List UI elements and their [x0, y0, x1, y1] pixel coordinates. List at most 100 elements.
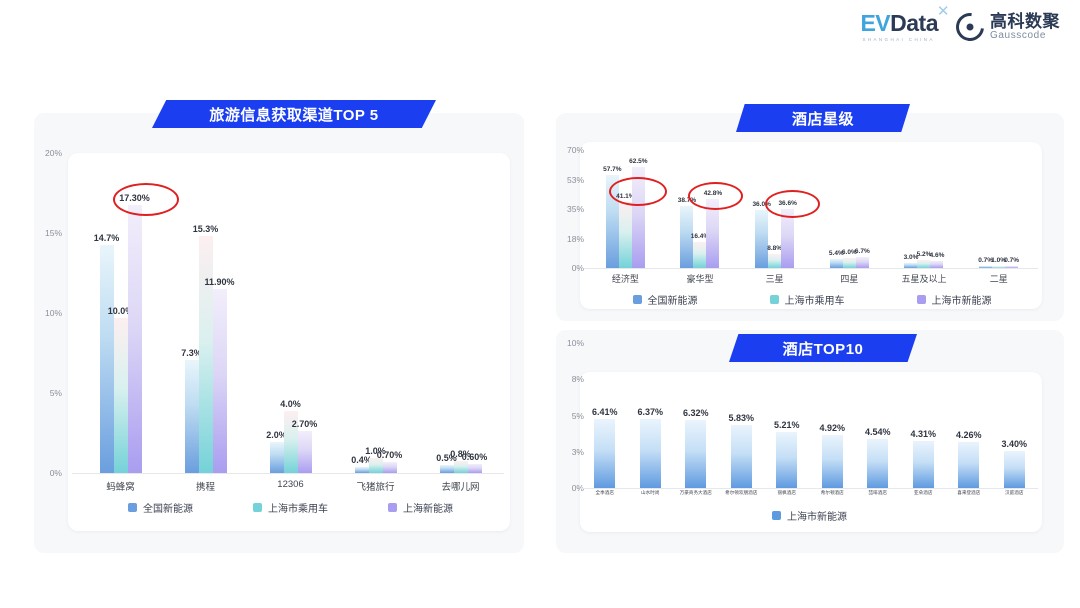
legend-item[interactable]: 上海市乘用车	[253, 500, 328, 515]
bar[interactable]: 0.60%	[462, 452, 487, 473]
x-tick: 喆啡酒店	[868, 490, 887, 495]
bar-group: 5.83%	[719, 380, 765, 488]
bar[interactable]: 14.7%	[94, 233, 119, 473]
legend-item[interactable]: 全国新能源	[128, 500, 193, 515]
y-tick: 5%	[49, 388, 62, 398]
bar[interactable]: 0.4%	[351, 455, 372, 473]
bar[interactable]: 38.7%	[678, 197, 696, 268]
bar-value-label: 6.7%	[854, 248, 870, 256]
chart-title-hotel-star: 酒店星级	[736, 104, 910, 132]
bar[interactable]: 4.92%	[819, 423, 845, 488]
bar[interactable]: 42.8%	[704, 190, 722, 268]
bar[interactable]: 6.32%	[683, 408, 709, 488]
bar-value-label: 36.0%	[752, 200, 771, 208]
bar-group: 3.0% 5.2% 4.6%	[887, 155, 962, 268]
y-tick: 0%	[571, 483, 584, 493]
y-tick: 70%	[566, 145, 584, 155]
bar[interactable]: 5.83%	[728, 413, 754, 488]
bar-value-label: 36.6%	[778, 199, 797, 207]
bar[interactable]: 0.8%	[450, 449, 471, 473]
bar-group: 7.3% 15.3% 11.90%	[163, 163, 248, 473]
bar-value-label: 0.4%	[351, 454, 372, 465]
bar[interactable]: 4.26%	[956, 430, 982, 488]
bar[interactable]: 8.8%	[767, 245, 782, 268]
bar[interactable]: 1.0%	[365, 446, 386, 473]
y-tick: 3%	[571, 446, 584, 457]
bar[interactable]: 4.54%	[865, 427, 891, 488]
bar-group: 4.31%	[901, 380, 947, 488]
bar[interactable]: 4.6%	[930, 252, 944, 268]
legend-swatch-icon	[632, 295, 642, 304]
bar[interactable]: 0.7%	[978, 257, 993, 268]
bar[interactable]: 11.90%	[204, 277, 235, 473]
bar[interactable]: 6.41%	[592, 407, 618, 488]
y-tick: 20%	[44, 148, 62, 158]
legend-label: 上海市乘用车	[268, 504, 328, 515]
bar-value-label: 5.21%	[773, 419, 800, 430]
legend-item[interactable]: 上海市新能源	[772, 508, 847, 523]
legend-label: 上海市新能源	[931, 296, 992, 307]
bar[interactable]: 15.3%	[193, 224, 218, 473]
bar-value-label: 41.1%	[616, 192, 635, 200]
evdata-logo: EVData ✕ SHANGHAI CHINA	[860, 4, 949, 43]
bar[interactable]: 6.37%	[637, 407, 663, 488]
y-tick: 35%	[566, 204, 584, 214]
bar[interactable]: 4.31%	[910, 429, 936, 488]
bar[interactable]: 5.21%	[774, 420, 800, 488]
x-tick: 经济型	[611, 274, 639, 284]
bar[interactable]: 6.7%	[855, 248, 870, 268]
bar[interactable]: 36.6%	[778, 200, 797, 268]
bar[interactable]: 62.5%	[629, 158, 648, 268]
bar-value-label: 57.7%	[603, 165, 622, 173]
bar[interactable]: 16.4%	[691, 233, 709, 268]
y-axis-travel-channels: 20% 15% 10% 5% 0%	[34, 148, 62, 478]
legend-item[interactable]: 上海新能源	[388, 500, 453, 515]
bar[interactable]: 2.0%	[266, 430, 287, 473]
x-tick: 汉庭酒店	[1005, 490, 1024, 495]
bar-group: 4.54%	[855, 380, 901, 488]
bar-group: 2.0% 4.0% 2.70%	[248, 163, 333, 473]
legend-label: 上海市乘用车	[784, 296, 845, 307]
bar-group: 4.26%	[946, 380, 992, 488]
x-tick: 二星	[989, 274, 1008, 284]
bar[interactable]: 57.7%	[603, 166, 622, 268]
bar-value-label: 0.8%	[450, 448, 471, 459]
y-tick: 0%	[49, 468, 62, 478]
bar[interactable]: 6.0%	[842, 249, 857, 268]
x-tick: 喜来登酒店	[957, 490, 981, 495]
bar-value-label: 8.8%	[767, 244, 783, 252]
bar-value-label: 7.3%	[181, 347, 202, 358]
plot-hotel-top10: 6.41% 6.37% 6.32% 5.83% 5.21% 4.92% 4.54% 4.31%…	[582, 380, 1037, 488]
legend-item[interactable]: 全国新能源	[632, 292, 698, 307]
bar[interactable]: 4.0%	[280, 399, 301, 473]
bar[interactable]: 1.0%	[991, 257, 1006, 268]
legend-travel-channels: 全国新能源 上海市乘用车 上海新能源	[78, 500, 503, 515]
bar-value-label: 62.5%	[629, 158, 648, 166]
bar-value-label: 0.70%	[376, 450, 403, 461]
bar[interactable]: 0.5%	[436, 453, 457, 473]
bar[interactable]: 0.7%	[1004, 257, 1019, 268]
legend-item[interactable]: 上海市乘用车	[769, 292, 845, 307]
bar[interactable]: 2.70%	[292, 419, 317, 473]
legend-item[interactable]: 上海市新能源	[916, 292, 992, 307]
bar-group: 6.41%	[582, 380, 628, 488]
legend-swatch-icon	[772, 511, 781, 520]
brand-bar: EVData ✕ SHANGHAI CHINA 高科数聚 Gausscode	[860, 4, 1060, 47]
bar[interactable]: 7.3%	[181, 348, 202, 473]
bar[interactable]: 0.70%	[377, 450, 402, 473]
bar[interactable]: 3.0%	[904, 254, 918, 268]
x-tick: 蚂蜂窝	[106, 482, 135, 493]
bar[interactable]: 41.1%	[616, 193, 635, 268]
x-tick: 丽枫酒店	[777, 490, 796, 495]
bar[interactable]: 36.0%	[752, 201, 771, 268]
bar[interactable]: 10.0%	[108, 306, 133, 473]
baseline-travel-channels	[72, 473, 504, 474]
bar[interactable]: 17.30%	[119, 193, 150, 473]
bar[interactable]: 5.2%	[917, 251, 931, 268]
y-axis-hotel-top10: 10% 8% 5% 3% 0%	[556, 338, 584, 493]
bar-value-label: 6.37%	[637, 407, 664, 418]
bar[interactable]: 3.40%	[1001, 439, 1027, 488]
bar[interactable]: 5.4%	[829, 250, 844, 268]
baseline-hotel-top10	[580, 488, 1038, 489]
y-tick: 10%	[566, 338, 584, 348]
